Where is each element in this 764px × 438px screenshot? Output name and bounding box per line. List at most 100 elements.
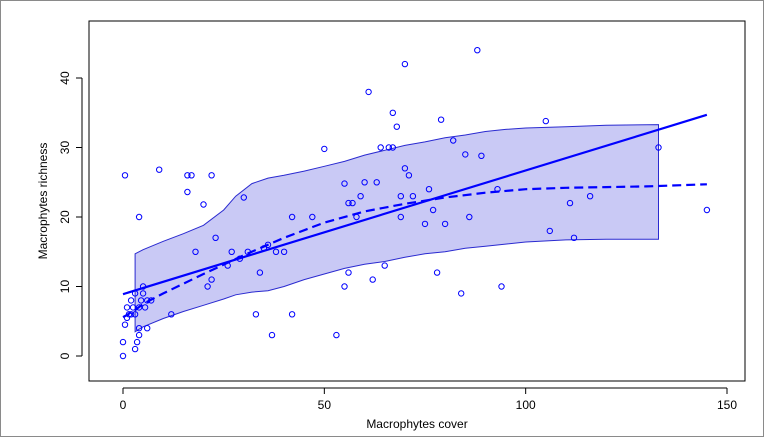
data-point: [272, 248, 280, 256]
data-point: [458, 290, 465, 297]
y-tick-label: 30: [58, 141, 72, 155]
linear-fit-line: [122, 113, 708, 296]
confidence-band-layer: [134, 124, 659, 333]
data-point: [462, 151, 469, 158]
data-points-layer: [119, 47, 711, 360]
data-point: [280, 248, 288, 256]
data-point: [135, 325, 143, 332]
data-point: [123, 314, 131, 321]
x-tick-label: 0: [120, 398, 127, 412]
data-point: [474, 47, 481, 54]
data-point: [135, 213, 143, 221]
data-point: [288, 213, 296, 221]
data-point: [131, 311, 139, 318]
y-tick-label: 20: [58, 210, 72, 224]
data-point: [401, 60, 409, 68]
data-point: [144, 325, 151, 332]
x-axis-label: Macrophytes cover: [366, 417, 467, 431]
data-point: [361, 179, 368, 186]
data-point: [260, 245, 268, 252]
data-point: [655, 144, 662, 151]
data-point: [121, 172, 129, 179]
data-point: [498, 283, 505, 290]
data-point: [385, 144, 392, 151]
data-point: [135, 331, 143, 339]
data-point: [373, 179, 380, 186]
data-point: [397, 193, 404, 200]
data-point: [389, 144, 396, 151]
data-point: [586, 193, 594, 200]
data-point: [212, 234, 219, 242]
data-point: [369, 276, 376, 283]
data-point: [192, 248, 199, 256]
data-point: [168, 311, 175, 318]
data-point: [184, 172, 191, 179]
data-point: [121, 321, 129, 328]
data-point: [365, 88, 372, 96]
data-point: [433, 269, 441, 276]
y-axis: 0 10 20 30 40: [58, 71, 83, 359]
data-point: [119, 338, 127, 346]
confidence-band: [134, 124, 659, 333]
data-point: [288, 311, 296, 318]
data-point: [208, 276, 215, 283]
data-point: [450, 137, 457, 144]
data-point: [393, 123, 400, 130]
data-point: [353, 213, 360, 221]
data-point: [240, 194, 248, 201]
x-tick-label: 100: [516, 398, 536, 412]
data-point: [135, 304, 143, 311]
data-point: [389, 109, 396, 117]
x-axis: 0 50 100 150: [120, 387, 737, 412]
data-point: [546, 227, 553, 235]
data-point: [264, 241, 272, 249]
y-tick-label: 40: [58, 71, 72, 85]
data-point: [494, 186, 501, 193]
data-point: [127, 297, 135, 304]
data-point: [144, 297, 151, 304]
data-point: [345, 269, 352, 276]
data-point: [184, 188, 191, 196]
data-point: [425, 186, 433, 193]
data-point: [345, 199, 352, 207]
data-point: [421, 220, 429, 228]
data-point: [125, 311, 133, 318]
data-point: [228, 248, 235, 256]
data-point: [141, 304, 149, 311]
data-point: [244, 248, 252, 256]
data-point: [321, 145, 328, 153]
data-point: [256, 269, 264, 276]
data-point: [119, 352, 127, 360]
data-point: [341, 180, 348, 187]
data-point: [127, 311, 135, 318]
data-point: [566, 199, 574, 207]
data-point: [208, 172, 215, 179]
data-point: [357, 193, 364, 200]
data-point: [437, 116, 445, 123]
data-point: [405, 172, 413, 179]
data-point: [429, 206, 437, 214]
data-point: [703, 206, 711, 214]
data-point: [148, 297, 155, 304]
data-point: [381, 262, 388, 269]
data-point: [139, 283, 147, 290]
data-point: [224, 262, 231, 269]
data-point: [123, 304, 131, 311]
data-point: [397, 213, 404, 221]
data-point: [129, 304, 137, 311]
data-point: [309, 213, 316, 221]
data-point: [341, 283, 348, 290]
data-point: [441, 220, 449, 228]
smooth-fit-line: [122, 183, 707, 319]
data-point: [137, 297, 145, 304]
data-point: [478, 152, 485, 160]
data-point: [200, 201, 207, 208]
data-point: [139, 290, 147, 297]
x-tick-label: 50: [318, 398, 332, 412]
data-point: [268, 331, 276, 339]
data-point: [133, 338, 141, 346]
fit-lines-layer: [122, 113, 708, 319]
data-point: [409, 193, 417, 200]
